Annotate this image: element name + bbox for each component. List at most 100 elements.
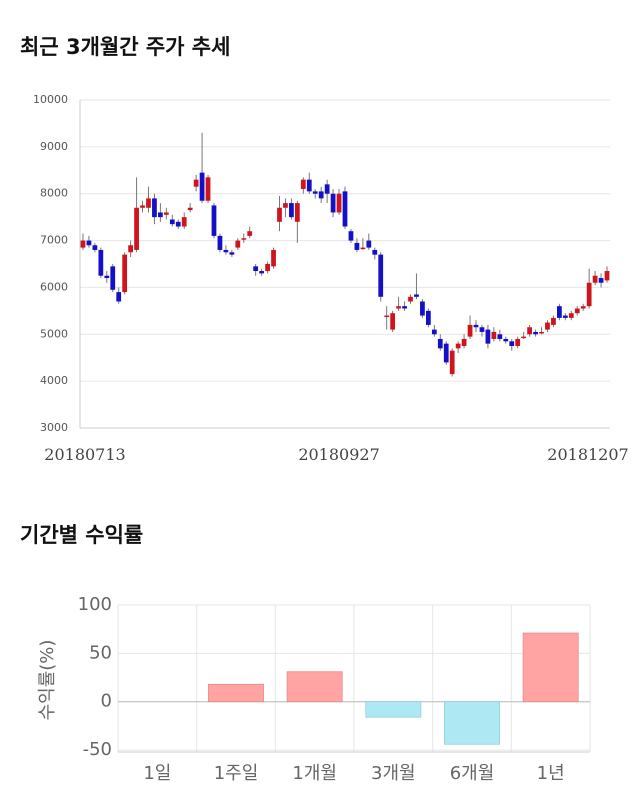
candle-body [193,179,199,187]
candle-body [175,221,181,227]
y-axis-label: 수익률(%) [37,640,58,721]
candle-body [527,327,532,335]
candle-body [122,254,128,293]
candle-body [277,207,282,222]
x-tick-label: 6개월 [450,763,495,784]
candle-body [485,329,491,344]
candle-body [199,172,205,201]
y-tick-label: 0 [101,691,112,712]
x-tick-label: 20181207 [547,445,628,464]
candle-body [324,184,330,194]
candle-body [396,306,401,309]
candle-body [217,235,223,250]
candle-body [402,306,407,309]
candle-body [533,331,538,335]
y-tick-label: -50 [83,739,112,760]
candle-body [265,264,270,272]
candle-body [598,278,604,283]
y-tick-label: 100 [78,594,112,615]
candle-body [509,341,515,346]
candle-body [294,203,300,222]
candle-body [503,338,509,342]
candle-body [366,240,372,248]
candle-body [497,334,503,339]
candle-body [241,238,247,240]
candle-body [342,191,348,227]
candle-body [539,331,544,334]
candle-body [134,207,139,250]
candle-body [414,294,419,297]
candle-body [253,266,259,272]
candle-body [187,207,193,211]
candle-body [181,217,187,227]
candle-body [92,245,98,250]
candle-body [580,306,586,309]
candle-body [443,343,449,363]
candle-body [98,249,104,276]
candle-body [348,231,354,241]
candle-body [551,317,556,325]
x-tick-label: 20180713 [44,445,125,464]
candle-body [116,292,122,302]
candle-body [378,254,384,297]
candle-body [163,212,169,215]
candle-body [306,179,312,192]
y-tick-label: 7000 [40,234,68,247]
x-tick-label: 3개월 [371,763,416,784]
x-tick-label: 1일 [143,763,171,784]
candle-body [247,231,253,236]
candle-body [205,177,211,201]
candle-body [229,252,235,255]
candle-body [211,205,217,236]
candle-body [473,324,479,328]
candle-body [283,203,288,208]
bar [365,701,422,718]
candle-body [562,315,568,318]
candle-body [158,212,163,218]
candle-body [491,331,497,339]
bar [286,671,343,703]
y-tick-label: 10000 [33,93,68,106]
candle-body [271,249,276,267]
candle-body [604,271,610,281]
candle-body [521,336,527,339]
candle-body [420,301,425,316]
candle-body [449,350,455,375]
candle-body [104,275,110,279]
candle-body [408,296,413,302]
y-tick-label: 9000 [40,140,68,153]
candle-body [425,310,431,325]
candle-body [152,198,157,218]
candle-body [110,266,116,290]
candle-body [372,249,378,255]
x-tick-label: 1개월 [292,763,337,784]
candle-body [128,245,133,253]
candle-body [223,249,229,253]
y-tick-label: 50 [89,642,112,663]
candle-body [592,275,598,283]
bar [208,683,264,703]
x-tick-label: 20180927 [298,445,379,464]
candle-body [235,240,241,248]
candle-body [455,343,461,349]
candle-body [384,315,390,318]
y-tick-label: 4000 [40,374,68,387]
candle-body [330,193,336,213]
candle-body [354,242,360,250]
bar [444,701,500,745]
y-tick-label: 6000 [40,280,68,293]
x-tick-label: 1년 [537,763,565,784]
candle-body [437,338,443,349]
candle-body [80,240,86,248]
candle-body [336,193,342,213]
candle-body [586,282,592,307]
candle-body [515,338,521,346]
candle-body [545,322,550,330]
chart-title: 최근 3개월간 주가 추세 [20,35,230,59]
candle-body [140,205,145,208]
candle-body [461,338,467,346]
candle-body [360,247,366,250]
candle-body [259,271,265,274]
